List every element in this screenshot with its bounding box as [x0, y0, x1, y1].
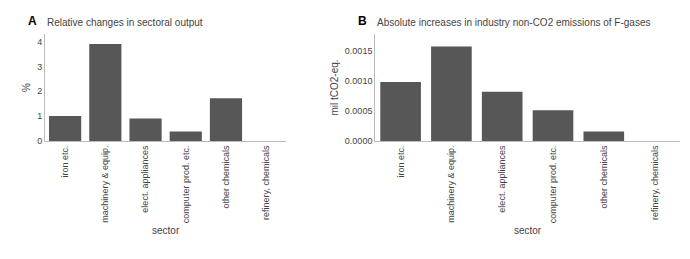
svg-text:mil tCO2-eq.: mil tCO2-eq.	[329, 59, 340, 115]
svg-text:%: %	[21, 83, 32, 92]
svg-text:other chemicals: other chemicals	[221, 145, 231, 209]
svg-text:computer prod. etc.: computer prod. etc.	[548, 146, 558, 224]
svg-text:machinery & equip.: machinery & equip.	[100, 146, 110, 223]
svg-text:2: 2	[37, 86, 42, 96]
svg-text:computer prod. etc.: computer prod. etc.	[181, 146, 191, 224]
svg-text:refinery, chemicals: refinery, chemicals	[650, 145, 660, 220]
svg-text:elect. appliances: elect. appliances	[140, 145, 150, 213]
svg-text:elect. appliances: elect. appliances	[497, 145, 507, 213]
svg-text:sector: sector	[514, 225, 542, 236]
svg-text:0.0005: 0.0005	[345, 106, 373, 116]
svg-text:0.0010: 0.0010	[345, 76, 373, 86]
svg-text:0.0015: 0.0015	[345, 46, 373, 56]
svg-text:sector: sector	[152, 225, 180, 236]
svg-text:refinery, chemicals: refinery, chemicals	[261, 145, 271, 220]
svg-text:B: B	[358, 14, 367, 28]
svg-text:A: A	[28, 14, 37, 28]
svg-text:Absolute increases in industry: Absolute increases in industry non-CO2 e…	[377, 17, 650, 28]
svg-text:0.0000: 0.0000	[345, 136, 373, 146]
svg-text:iron etc.: iron etc.	[60, 146, 70, 178]
svg-text:1: 1	[37, 111, 42, 121]
svg-text:0: 0	[37, 136, 42, 146]
svg-text:iron etc.: iron etc.	[396, 146, 406, 178]
svg-text:Relative changes in sectoral o: Relative changes in sectoral output	[47, 17, 203, 28]
svg-text:machinery & equip.: machinery & equip.	[446, 146, 456, 223]
svg-text:other chemicals: other chemicals	[599, 145, 609, 209]
svg-text:4: 4	[37, 37, 42, 47]
svg-text:3: 3	[37, 62, 42, 72]
